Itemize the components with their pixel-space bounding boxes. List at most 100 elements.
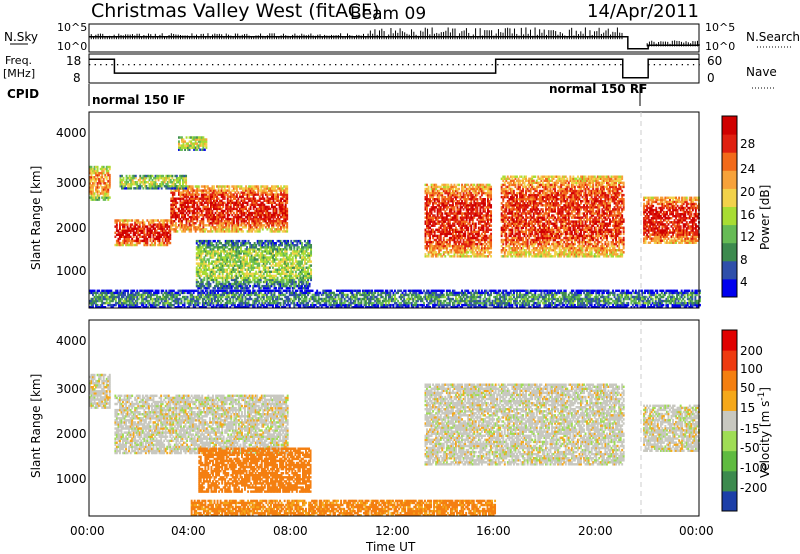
power-cell <box>214 193 217 196</box>
power-cell <box>220 254 223 257</box>
power-cell <box>137 229 140 232</box>
power-cell <box>98 194 101 197</box>
power-cell <box>208 199 211 203</box>
power-cell <box>211 193 214 196</box>
power-cell <box>450 212 453 215</box>
power-cell <box>448 236 451 240</box>
power-cell <box>223 276 226 280</box>
power-cell <box>120 223 123 226</box>
power-cell <box>269 230 272 233</box>
power-cell <box>226 262 229 265</box>
power-cell <box>193 144 196 147</box>
power-cell <box>157 239 160 243</box>
power-cell <box>191 144 194 147</box>
power-cell <box>220 201 223 205</box>
power-cell <box>250 264 253 267</box>
power-cell <box>140 181 143 184</box>
power-cell <box>240 203 243 207</box>
power-cell <box>249 185 252 188</box>
power-cell <box>296 254 299 257</box>
power-cell <box>279 260 282 263</box>
power-cell <box>464 204 467 207</box>
power-cell <box>194 201 197 205</box>
power-cell <box>462 242 465 246</box>
power-cell <box>125 223 128 226</box>
power-cell <box>470 206 473 209</box>
power-cell <box>215 284 218 288</box>
power-cell <box>170 222 173 225</box>
power-cell <box>219 228 222 231</box>
power-cell <box>152 237 155 241</box>
power-cell <box>456 249 459 252</box>
power-cell <box>160 174 163 178</box>
power-cell <box>232 203 235 207</box>
power-cell <box>222 222 225 225</box>
power-cell <box>467 247 470 250</box>
power-cell <box>154 181 157 184</box>
power-cell <box>432 208 435 211</box>
power-cell <box>433 251 436 254</box>
power-cell <box>426 204 428 207</box>
power-cell <box>246 274 249 278</box>
power-cell <box>462 249 465 252</box>
power-cell <box>232 246 235 249</box>
power-cell <box>224 254 227 257</box>
power-cell <box>258 189 261 192</box>
power-cell <box>432 251 435 254</box>
power-cell <box>122 239 124 243</box>
power-cell <box>219 224 222 227</box>
power-cell <box>197 207 200 211</box>
power-cell <box>452 193 454 197</box>
power-cell <box>458 183 461 187</box>
power-cell <box>242 193 244 196</box>
power-cell <box>96 167 99 171</box>
power-cell <box>258 220 261 223</box>
power-cell <box>199 226 202 229</box>
power-cell <box>439 226 442 230</box>
power-cell <box>291 270 294 274</box>
power-cell <box>283 189 286 192</box>
power-cell <box>199 230 202 233</box>
power-cell <box>479 242 482 246</box>
power-cell <box>119 227 121 230</box>
power-cell <box>114 219 117 222</box>
power-cell <box>277 199 280 203</box>
power-cell <box>453 218 456 221</box>
power-cell <box>301 268 303 271</box>
power-cell <box>252 199 255 203</box>
power-cell <box>261 264 264 267</box>
power-cell <box>441 240 444 244</box>
power-cell <box>237 209 240 213</box>
power-cell <box>275 199 278 203</box>
power-cell <box>283 224 286 227</box>
power-cell <box>98 186 101 189</box>
power-cell <box>467 204 470 207</box>
power-cell <box>301 282 303 286</box>
power-cell <box>471 185 474 189</box>
freq-label-1: Freq. <box>5 54 32 67</box>
power-cell <box>129 229 132 232</box>
power-cell <box>256 252 259 255</box>
power-cell <box>261 252 264 255</box>
power-cell <box>205 199 208 203</box>
power-cell <box>476 214 479 217</box>
power-cell <box>427 230 430 234</box>
power-cell <box>278 266 281 269</box>
power-cell <box>149 235 152 239</box>
power-cell <box>184 228 187 231</box>
power-cell <box>179 222 182 225</box>
power-cell <box>274 187 276 190</box>
power-cell <box>222 213 225 217</box>
power-cell <box>198 252 201 255</box>
power-cell <box>194 211 197 215</box>
power-cell <box>203 284 206 288</box>
power-cell <box>229 284 232 288</box>
power-cell <box>301 248 303 251</box>
power-cell <box>448 208 451 211</box>
power-cell <box>212 270 215 274</box>
power-cell <box>291 280 294 284</box>
power-cell <box>304 278 306 282</box>
power-cell <box>122 235 124 239</box>
power-cell <box>225 189 228 192</box>
power-cell <box>128 187 131 190</box>
